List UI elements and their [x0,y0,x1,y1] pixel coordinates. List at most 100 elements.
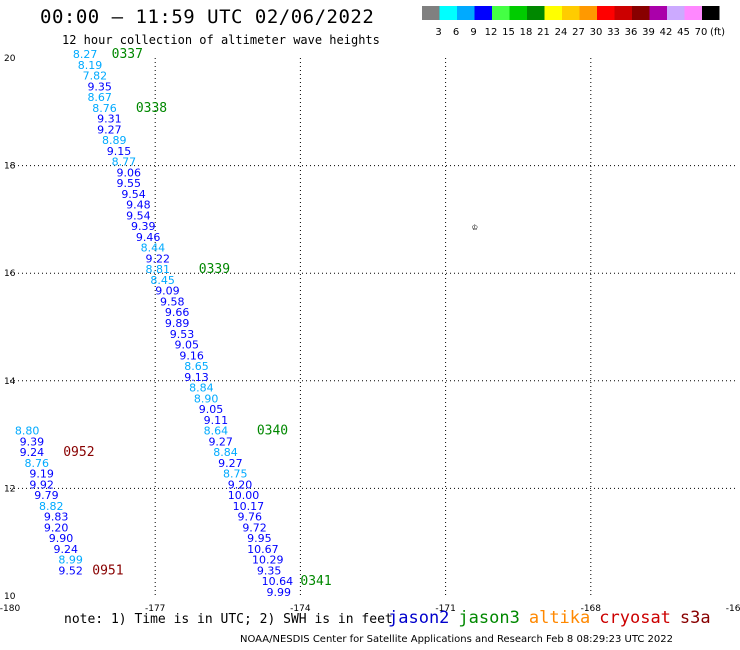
wave-height-value: 9.66 [165,306,190,319]
wave-height-value: 9.46 [136,231,161,244]
colorbar-swatch [614,6,632,20]
x-tick-label: -171 [435,604,455,614]
wave-height-value: 9.55 [116,177,141,190]
satellite-legend: jason2 jason3 altika cryosat s3a [388,608,720,628]
wave-height-value: 10.67 [247,543,279,556]
wave-height-value: 9.35 [87,80,112,93]
wave-height-value: 8.90 [194,392,219,405]
colorbar-label: 30 [590,27,603,38]
pass-time-label: 0339 [199,262,230,277]
color-legend: 3 6 9 12 15 18 21 24 27 30 33 36 39 42 45 70 (ft) [422,6,725,38]
colorbar-label: 21 [537,27,550,38]
wave-height-value: 8.27 [73,48,98,61]
colorbar-label: 27 [572,27,585,38]
wave-height-value: 9.54 [121,188,146,201]
pass-time-label: 0951 [92,563,123,578]
wave-height-value: 9.27 [208,435,233,448]
colorbar-label: (ft) [710,27,725,38]
colorbar-swatch [684,6,702,20]
colorbar-swatch [492,6,510,20]
wave-height-value: 9.19 [29,468,54,481]
wave-height-value: 9.31 [97,113,122,126]
wave-height-value: 9.39 [131,220,156,233]
colorbar-swatch [649,6,667,20]
colorbar-swatch [579,6,597,20]
colorbar-label: 39 [642,27,655,38]
colorbar-label: 33 [607,27,620,38]
colorbar-label: 3 [435,27,441,38]
wave-height-value: 9.15 [107,145,132,158]
island-marker: ♔ [472,222,478,233]
pass-time-label: 0952 [63,445,94,460]
wave-height-value: 8.84 [189,382,214,395]
colorbar-swatch [632,6,650,20]
wave-height-value: 9.39 [20,435,45,448]
wave-height-value: 8.67 [87,91,112,104]
pass-time-label: 0341 [300,574,331,589]
wave-height-value: 8.89 [102,134,127,147]
wave-height-value: 8.80 [15,425,40,438]
wave-height-value: 9.27 [97,123,122,136]
satellite-legend-jason2: jason2 [388,608,450,628]
wave-height-value: 9.24 [20,446,45,459]
wave-height-value: 8.45 [150,274,175,287]
wave-height-value: 8.44 [141,242,166,255]
colorbar-label: 45 [677,27,690,38]
wave-height-value: 9.20 [228,478,253,491]
wave-height-value: 9.90 [49,532,74,545]
wave-height-value: 9.92 [29,478,54,491]
x-tick-label: -174 [290,604,311,614]
y-tick-label: 20 [4,54,16,64]
wave-height-value: 10.00 [228,489,259,502]
wave-height-value: 9.05 [175,339,200,352]
colorbar-swatch [439,6,457,20]
pass-time-label: 0337 [112,47,143,62]
wave-height-value: 9.11 [204,414,229,427]
wave-height-value: 8.84 [213,446,238,459]
wave-height-value: 9.58 [160,295,185,308]
wave-height-value: 9.52 [58,564,83,577]
wave-height-value: 9.54 [126,209,151,222]
wave-height-value: 9.16 [179,349,204,362]
colorbar-swatch [597,6,615,20]
colorbar-label: 36 [625,27,638,38]
colorbar-swatch [422,6,440,20]
wave-height-value: 9.05 [199,403,224,416]
y-tick-label: 18 [4,162,16,172]
wave-height-value: 9.48 [126,199,151,212]
wave-height-value: 9.76 [237,511,261,524]
colorbar-swatch [527,6,545,20]
y-tick-label: 16 [4,269,16,279]
wave-height-value: 9.53 [170,328,195,341]
pass-time-label: 0338 [136,101,167,116]
colorbar-label: 24 [555,27,568,38]
pass-time-label: 0340 [257,424,288,439]
wave-height-value: 9.27 [218,457,243,470]
wave-height-value: 9.72 [242,521,267,534]
wave-height-value: 9.09 [155,285,180,298]
chart-title: 00:00 – 11:59 UTC 02/06/2022 [40,6,375,28]
wave-height-value: 9.89 [165,317,190,330]
satellite-legend-cryosat: cryosat [599,608,671,628]
wave-height-value: 8.76 [92,102,117,115]
wave-height-value: 9.99 [267,586,292,599]
satellite-legend-altika: altika [528,608,591,628]
wave-height-value: 7.82 [83,70,108,83]
wave-height-value: 8.77 [112,156,137,169]
x-tick-label: -180 [0,604,20,614]
y-tick-label: 12 [4,484,15,494]
wave-height-value: 10.17 [233,500,265,513]
wave-height-value: 8.82 [39,500,64,513]
colorbar-swatch [702,6,720,20]
wave-height-value: 8.76 [25,457,50,470]
wave-height-value: 8.65 [184,360,209,373]
wave-height-value: 10.29 [252,554,284,567]
colorbar-label: 18 [520,27,533,38]
y-tick-label: 14 [4,377,16,387]
wave-height-value: 9.06 [116,166,141,179]
wave-height-value: 9.79 [34,489,59,502]
wave-height-value: 9.83 [44,511,69,524]
footer-note: note: 1) Time is in UTC; 2) SWH is in fe… [64,612,393,627]
wave-height-value: 8.99 [58,554,83,567]
